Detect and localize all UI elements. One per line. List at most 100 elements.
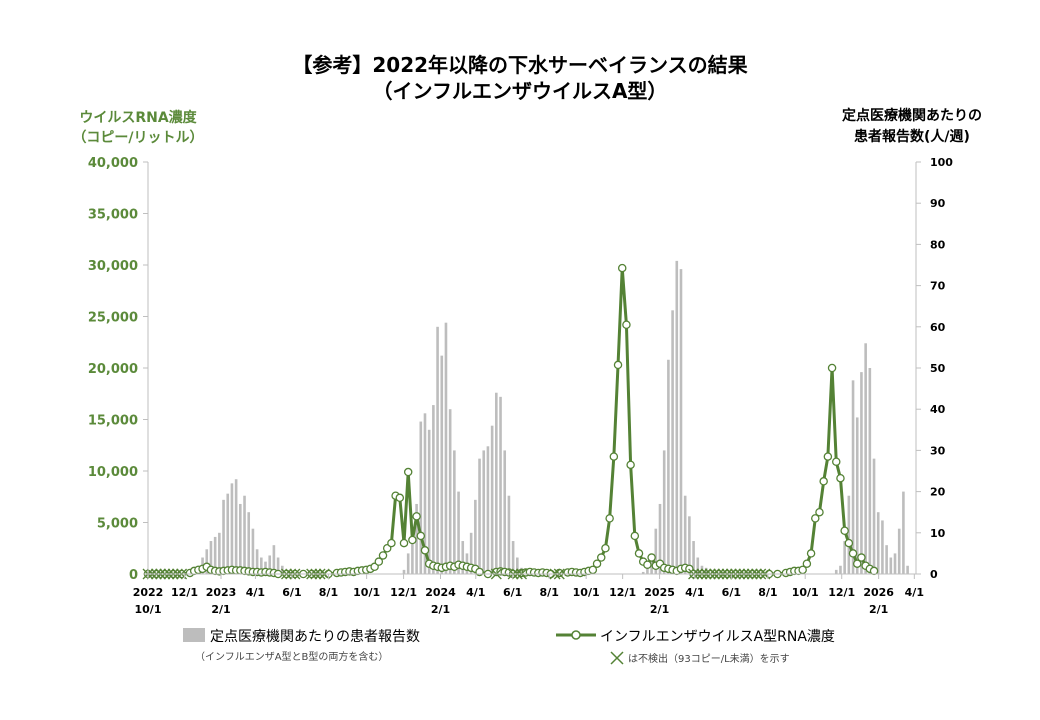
- rna-point: [605, 514, 614, 523]
- bar: [469, 532, 473, 574]
- bar: [495, 392, 498, 574]
- x-tick-label: 8/1: [319, 586, 338, 599]
- bar: [658, 503, 662, 574]
- right-tick-label: 80: [930, 238, 946, 251]
- left-tick-label: 40,000: [88, 156, 138, 171]
- legend-line-label: インフルエンザウイルスA型RNA濃度: [600, 629, 835, 645]
- left-tick-label: 10,000: [88, 465, 138, 480]
- rna-point: [802, 559, 812, 568]
- rna-point: [588, 565, 598, 575]
- rna-point: [634, 549, 644, 558]
- bar: [881, 520, 884, 574]
- bar: [843, 541, 846, 574]
- rna-point: [806, 549, 816, 558]
- bar: [411, 541, 414, 574]
- bar: [516, 557, 519, 574]
- bar: [906, 565, 909, 574]
- bar: [679, 269, 683, 574]
- rna-point: [798, 565, 807, 575]
- bar: [213, 536, 217, 574]
- rna-point: [823, 452, 833, 461]
- left-axis-title-line2: （コピー/リットル）: [72, 130, 203, 146]
- x-tick-label: 2023: [206, 586, 237, 599]
- rna-point: [374, 557, 384, 566]
- x-tick-label: 8/1: [540, 586, 559, 599]
- rna-point: [836, 473, 845, 483]
- bar: [251, 528, 255, 574]
- right-tick-label: 70: [930, 280, 946, 293]
- rna-point: [848, 549, 858, 558]
- left-axis-title-line1: ウイルスRNA濃度: [79, 109, 197, 126]
- rna-point: [403, 467, 413, 477]
- right-tick-label: 40: [930, 403, 946, 416]
- x-tick-label: 4/1: [466, 586, 485, 599]
- rna-point: [647, 553, 656, 562]
- rna-point: [626, 460, 635, 470]
- x-tick-label: 12/1: [609, 586, 636, 599]
- bar: [683, 495, 687, 574]
- left-tick-label: 15,000: [88, 414, 138, 429]
- bar: [457, 491, 460, 574]
- rna-point: [592, 559, 602, 568]
- bar: [885, 545, 888, 574]
- bar: [272, 545, 276, 574]
- rna-point: [395, 493, 405, 503]
- right-tick-label: 10: [930, 527, 946, 540]
- bar: [444, 322, 448, 574]
- bar: [432, 405, 435, 574]
- x-tick-sublabel: 2/1: [431, 603, 450, 616]
- bar: [453, 450, 456, 574]
- bar: [889, 557, 893, 574]
- rna-point: [387, 538, 396, 548]
- bar: [499, 396, 502, 574]
- bar: [704, 567, 708, 574]
- bar: [234, 479, 238, 574]
- bar: [897, 528, 901, 574]
- bar: [419, 421, 423, 574]
- bar: [402, 569, 406, 574]
- rna-point: [869, 566, 879, 576]
- bar: [839, 565, 842, 574]
- bar: [415, 503, 418, 574]
- x-tick-sublabel: 2/1: [211, 603, 230, 616]
- bar: [490, 425, 494, 574]
- bar: [671, 310, 674, 574]
- chart-title-line1: 【参考】2022年以降の下水サーベイランスの結果: [292, 53, 747, 77]
- x-tick-sublabel: 10/1: [135, 603, 162, 616]
- rna-point: [819, 477, 828, 486]
- bar-series: [188, 260, 909, 574]
- bar: [486, 446, 490, 574]
- x-tick-label: 2022: [133, 586, 164, 599]
- x-tick-label: 2024: [425, 586, 456, 599]
- left-tick-label: 20,000: [88, 362, 138, 377]
- bar: [662, 450, 666, 574]
- rna-point: [399, 538, 409, 548]
- bar: [448, 409, 452, 574]
- bar: [667, 359, 670, 574]
- right-tick-label: 50: [930, 362, 946, 375]
- rna-point: [609, 452, 619, 461]
- legend-not-detected-icon: [610, 651, 624, 665]
- bar: [440, 355, 444, 574]
- x-tick-label: 2025: [644, 586, 675, 599]
- legend: 定点医療機関あたりの患者報告数 （インフルエンザA型とB型の両方を含む） インフ…: [183, 628, 835, 665]
- bar: [260, 557, 263, 574]
- left-tick-label: 25,000: [88, 311, 138, 326]
- bar: [641, 571, 645, 574]
- bar: [423, 413, 427, 574]
- x-tick-label: 12/1: [828, 586, 855, 599]
- right-axis-title-line2: 患者報告数(人/週): [854, 128, 970, 145]
- right-axis-title-line1: 定点医療機関あたりの: [842, 107, 982, 124]
- bar: [427, 429, 431, 574]
- bar: [276, 557, 280, 574]
- bar: [243, 495, 246, 574]
- rna-point: [596, 553, 606, 562]
- bar: [255, 549, 259, 574]
- left-tick-label: 0: [129, 568, 138, 583]
- rna-point: [827, 363, 837, 373]
- bar: [218, 532, 221, 574]
- rna-point: [416, 531, 426, 541]
- x-tick-label: 10/1: [573, 586, 600, 599]
- right-tick-label: 30: [930, 444, 946, 457]
- rna-point: [622, 320, 631, 329]
